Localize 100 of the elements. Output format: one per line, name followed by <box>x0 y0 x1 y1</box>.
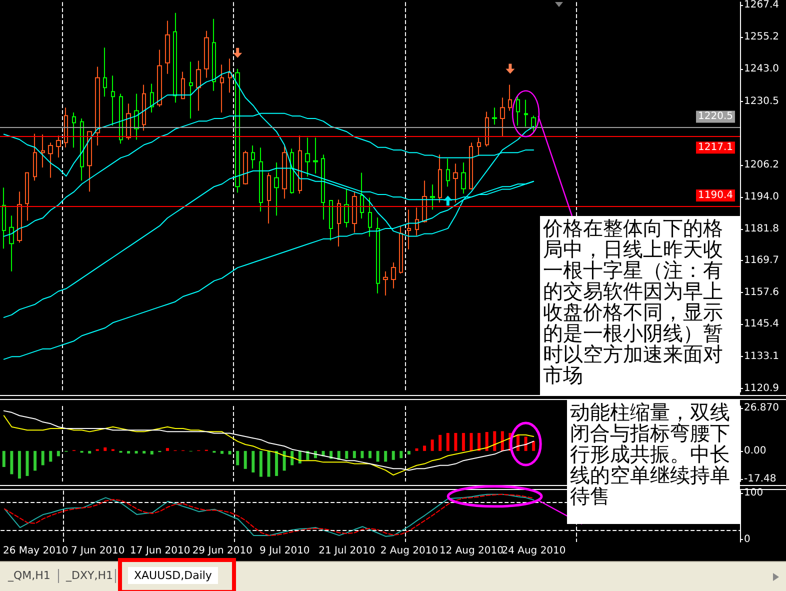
candlestick <box>243 150 248 185</box>
candlestick <box>173 12 177 104</box>
y-tick-label: 0 <box>744 534 750 546</box>
candlestick <box>282 146 287 200</box>
annotation: 价格在整体向下的格局中，日线上昨天收一根十字星（注：有的交易软件因为早上收盘价格不同，显示的是一根小阴线）暂时以空方加速来面对市场 <box>540 216 740 396</box>
candlestick <box>157 49 162 108</box>
bar <box>345 450 348 459</box>
candlestick <box>461 162 466 194</box>
candlestick <box>352 191 357 234</box>
candlestick <box>430 184 435 210</box>
y-tick-label: 1206.2 <box>744 160 779 171</box>
candlestick <box>17 191 22 244</box>
bar <box>134 450 138 454</box>
ref-line-label: 1190.4 <box>698 190 733 201</box>
candlestick <box>212 18 216 92</box>
text: _QM,H1 <box>8 569 50 582</box>
bar <box>150 450 154 454</box>
candlestick <box>134 93 139 140</box>
x-tick-label: 12 Aug 2010 <box>439 546 504 556</box>
candlestick <box>508 84 512 112</box>
bar <box>407 450 410 454</box>
y-tick-label: 1255.2 <box>744 31 779 42</box>
candlestick <box>446 158 450 188</box>
bar <box>49 450 52 462</box>
x-tick-label: 26 May 2010 <box>2 546 68 556</box>
candlestick <box>165 20 170 74</box>
candlestick <box>25 172 29 222</box>
bar <box>275 450 278 476</box>
y-tick-label: 1169.7 <box>744 255 779 266</box>
bar <box>56 450 60 456</box>
candlestick <box>204 30 209 78</box>
candlestick <box>407 209 411 250</box>
candlestick <box>150 83 154 114</box>
bar <box>2 450 6 467</box>
bar <box>493 431 496 451</box>
candlestick <box>500 97 505 138</box>
candlestick <box>383 270 388 296</box>
x-tick-label: 7 Jun 2010 <box>70 546 125 556</box>
candlestick <box>516 95 520 126</box>
candlestick <box>64 107 68 148</box>
candlestick <box>111 75 115 126</box>
x-tick-label: 9 Jul 2010 <box>260 546 310 556</box>
bar <box>446 432 450 451</box>
bar <box>368 450 372 458</box>
candlestick <box>72 112 76 148</box>
bar <box>252 450 255 472</box>
candlestick <box>531 115 536 132</box>
candlestick <box>189 61 193 120</box>
candlestick <box>438 154 442 204</box>
candlestick <box>259 147 263 212</box>
candlestick <box>228 58 232 94</box>
candlestick <box>453 163 458 204</box>
candlestick <box>48 142 53 178</box>
candlestick <box>321 154 325 220</box>
candlestick <box>391 262 396 289</box>
candlestick <box>80 118 84 182</box>
candlestick <box>9 215 14 272</box>
candlestick <box>469 142 473 190</box>
candlestick <box>2 187 6 250</box>
bar <box>220 450 224 454</box>
bar <box>142 450 146 454</box>
bar <box>18 450 21 479</box>
x-tick-label: 2 Aug 2010 <box>380 546 438 556</box>
candlestick <box>477 137 481 156</box>
candlestick <box>267 172 271 224</box>
bar <box>26 450 29 476</box>
candlestick <box>95 66 100 146</box>
bar <box>10 450 14 474</box>
bar <box>236 450 240 466</box>
candlestick <box>485 111 489 148</box>
bar <box>384 450 388 462</box>
candlestick <box>56 135 61 158</box>
bar <box>290 450 294 466</box>
bar <box>88 450 92 454</box>
candlestick <box>220 64 224 114</box>
candlestick <box>313 137 318 174</box>
candlestick <box>274 162 279 216</box>
bar <box>34 450 37 471</box>
y-tick-label: 1243.0 <box>744 63 779 74</box>
bar <box>392 450 395 460</box>
candlestick <box>196 60 201 112</box>
y-tick-label: 1230.5 <box>744 96 779 108</box>
bar <box>462 432 465 451</box>
candlestick <box>399 226 403 274</box>
y-tick-label: 1145.4 <box>744 318 779 330</box>
candlestick <box>337 199 341 248</box>
bar <box>454 432 458 451</box>
bar <box>532 440 536 451</box>
bar <box>423 446 426 451</box>
x-tick-label: 17 Jun 2010 <box>130 546 190 556</box>
bar <box>438 434 442 451</box>
y-tick-label: 1181.8 <box>744 223 779 234</box>
bar <box>500 431 504 451</box>
y-tick-label: 1194.0 <box>744 192 779 203</box>
bar <box>259 450 262 477</box>
bar <box>400 450 403 458</box>
candlestick <box>298 135 302 194</box>
candlestick <box>103 47 107 98</box>
bar <box>267 450 270 477</box>
candlestick <box>33 133 37 182</box>
